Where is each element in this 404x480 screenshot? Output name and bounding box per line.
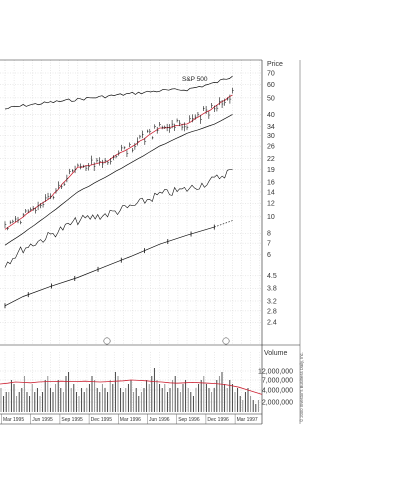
- copyright-text: © 2000 Investor's Business Daily, Inc.: [299, 352, 304, 422]
- price-tick-label: 10: [267, 214, 275, 221]
- price-tick-label: 4.5: [267, 273, 277, 280]
- x-tick-label: Sep 1995: [61, 417, 83, 423]
- price-tick-label: 19: [267, 167, 275, 174]
- price-tick-label: 14: [267, 189, 275, 196]
- volume-bars: [0, 368, 263, 412]
- x-tick-label: Mar 1997: [237, 417, 258, 423]
- earnings-line: [4, 226, 215, 307]
- price-tick-label: 6: [267, 252, 271, 259]
- volume-axis-label: Volume: [264, 350, 287, 357]
- earnings-icon: [103, 337, 111, 345]
- axis-ticks: 70 60 50 40 34 30 26 22 19 16 14 12 10 8 7 6 4.5 3.8 3.2 2.…: [1, 70, 293, 424]
- chart-grid: [0, 60, 262, 412]
- x-tick-label: Mar 1995: [3, 417, 24, 423]
- x-tick-label: Jun 1996: [149, 417, 170, 423]
- long-moving-average-line: [4, 114, 233, 246]
- price-tick-label: 3.8: [267, 286, 277, 293]
- price-bars: [4, 87, 234, 345]
- moving-average-line: [4, 94, 233, 230]
- x-tick-label: Jun 1995: [32, 417, 53, 423]
- price-tick-label: 40: [267, 112, 275, 119]
- x-tick-label: Dec 1996: [207, 417, 229, 423]
- price-tick-label: 3.2: [267, 298, 277, 305]
- price-tick-label: 50: [267, 95, 275, 102]
- x-tick-label: Mar 1996: [120, 417, 141, 423]
- price-tick-label: 22: [267, 156, 275, 163]
- chart-frame: [0, 59, 301, 425]
- price-tick-label: 26: [267, 144, 275, 151]
- relative-strength-line: [4, 169, 233, 268]
- price-axis-label: Price: [267, 61, 283, 68]
- price-tick-label: 2.4: [267, 320, 277, 327]
- price-tick-label: 12: [267, 201, 275, 208]
- volume-tick-label: 7,000,000: [262, 377, 293, 384]
- volume-tick-label: 4,000,000: [262, 387, 293, 394]
- price-tick-label: 8: [267, 231, 271, 238]
- x-tick-label: Sep 1996: [178, 417, 200, 423]
- x-tick-label: Dec 1995: [91, 417, 113, 423]
- price-tick-label: 30: [267, 133, 275, 140]
- price-tick-label: 2.8: [267, 308, 277, 315]
- earnings-icon: [222, 337, 230, 345]
- sp500-label: S&P 500: [182, 76, 208, 83]
- price-tick-label: 7: [267, 241, 271, 248]
- price-tick-label: 60: [267, 82, 275, 89]
- volume-moving-average: [0, 379, 263, 395]
- volume-tick-label: 12,000,000: [258, 368, 293, 375]
- earnings-projection: [214, 220, 233, 228]
- price-tick-label: 16: [267, 179, 275, 186]
- price-tick-label: 70: [267, 70, 275, 77]
- sp500-line: [4, 75, 233, 110]
- volume-tick-label: 2,000,000: [262, 399, 293, 406]
- price-series: [4, 75, 233, 309]
- price-tick-label: 34: [267, 124, 275, 131]
